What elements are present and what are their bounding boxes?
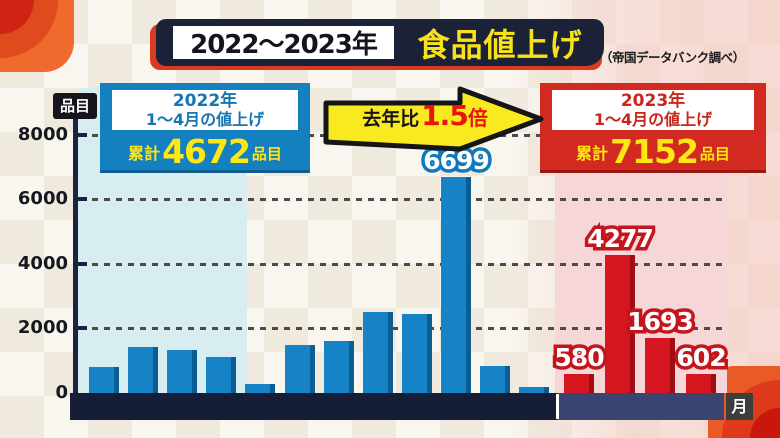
ratio-arrow bbox=[322, 86, 546, 152]
ratio-suffix: 倍 bbox=[467, 106, 488, 130]
bar-value-602: 602 bbox=[646, 343, 756, 372]
bar-2022年 1〜12月-12 bbox=[519, 387, 549, 393]
summary-2023-total-prefix: 累計 bbox=[576, 144, 609, 163]
ratio-arrow-text: 去年比 1.5 倍 bbox=[336, 99, 514, 139]
summary-2022-total: 累計 4672 品目 bbox=[100, 130, 310, 168]
y-tick-8000 bbox=[78, 133, 87, 137]
y-axis-unit-label: 品目 bbox=[53, 93, 97, 119]
summary-2022-total-value: 4672 bbox=[162, 132, 251, 171]
x-axis-band-2022 bbox=[70, 393, 558, 420]
summary-2023-period: 1〜4月の値上げ bbox=[593, 109, 713, 129]
summary-2023-total-suffix: 品目 bbox=[699, 145, 730, 163]
summary-2023-period-box: 2023年 1〜4月の値上げ bbox=[552, 90, 754, 130]
y-tick-2000 bbox=[78, 326, 87, 330]
ratio-prefix: 去年比 bbox=[362, 108, 420, 130]
x-axis-band-2023 bbox=[558, 393, 724, 420]
bar-2022年 1〜12月-2 bbox=[128, 347, 158, 393]
bar-2022年 1〜12月-6 bbox=[285, 345, 315, 393]
bar-2022年 1〜12月-3 bbox=[167, 350, 197, 393]
y-tick-label-4000: 4000 bbox=[17, 253, 68, 274]
bar-2023年 1〜4月-1 bbox=[564, 374, 594, 393]
gridline-6000 bbox=[80, 198, 727, 201]
bar-2022年 1〜12月-1 bbox=[89, 367, 119, 393]
corner-decoration-top-left bbox=[0, 0, 74, 72]
bar-value-4277: 4277 bbox=[565, 224, 675, 253]
bar-value-580: 580 bbox=[524, 343, 634, 372]
ratio-value: 1.5 bbox=[421, 99, 469, 132]
bar-2022年 1〜12月-7 bbox=[324, 341, 354, 393]
summary-box-2023: 2023年 1〜4月の値上げ 累計 7152 品目 bbox=[540, 83, 766, 170]
bar-2022年 1〜12月-5 bbox=[245, 384, 275, 393]
bar-2022年 1〜12月-4 bbox=[206, 357, 236, 393]
arrow-shape-icon bbox=[323, 86, 544, 152]
y-tick-label-2000: 2000 bbox=[17, 317, 68, 338]
bar-2023年 1〜4月-4 bbox=[686, 374, 716, 393]
bar-2022年 1〜12月-9 bbox=[402, 314, 432, 393]
summary-2023-total-value: 7152 bbox=[610, 132, 699, 171]
x-axis-month-suffix: 月 bbox=[726, 393, 753, 420]
y-tick-label-6000: 6000 bbox=[17, 188, 68, 209]
bar-2022年 1〜12月-8 bbox=[363, 312, 393, 393]
summary-2022-total-prefix: 累計 bbox=[128, 144, 161, 163]
summary-2022-period-box: 2022年 1〜4月の値上げ bbox=[112, 90, 298, 130]
summary-2022-period: 1〜4月の値上げ bbox=[145, 109, 265, 129]
bar-value-1693: 1693 bbox=[605, 307, 715, 336]
data-source-note: （帝国データバンク調べ） bbox=[600, 50, 745, 65]
summary-2022-year: 2022年 bbox=[172, 90, 238, 111]
y-tick-label-0: 0 bbox=[55, 382, 68, 403]
title-year-range: 2022〜2023年 bbox=[190, 30, 378, 60]
title-year-range-box: 2022〜2023年 bbox=[173, 26, 394, 60]
x-axis-year-separator bbox=[556, 394, 559, 419]
y-tick-4000 bbox=[78, 262, 87, 266]
y-axis-line bbox=[73, 116, 78, 395]
summary-2023-year: 2023年 bbox=[620, 90, 686, 111]
summary-box-2022: 2022年 1〜4月の値上げ 累計 4672 品目 bbox=[100, 83, 310, 170]
summary-2023-total: 累計 7152 品目 bbox=[540, 130, 766, 168]
page-title: 食品値上げ bbox=[417, 25, 583, 64]
bar-2022年 1〜12月-10 bbox=[441, 177, 471, 393]
y-tick-label-8000: 8000 bbox=[17, 124, 68, 145]
summary-2022-total-suffix: 品目 bbox=[251, 145, 282, 163]
bar-2022年 1〜12月-11 bbox=[480, 366, 510, 393]
gridline-4000 bbox=[80, 263, 727, 266]
title-banner: 2022〜2023年 食品値上げ bbox=[156, 19, 604, 66]
y-tick-6000 bbox=[78, 197, 87, 201]
